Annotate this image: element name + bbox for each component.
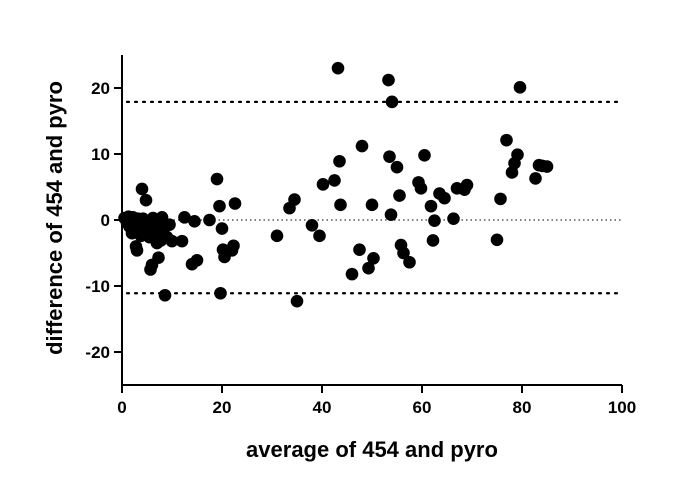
data-point <box>428 214 441 227</box>
data-point <box>460 178 474 192</box>
y-tick-label: 0 <box>101 211 110 230</box>
data-point <box>390 160 404 174</box>
data-point <box>214 286 227 300</box>
x-axis-title: average of 454 and pyro <box>246 437 498 462</box>
data-point <box>397 246 410 260</box>
data-point <box>139 193 153 207</box>
plot-area: 0 20 40 60 80 100 -20 -10 0 10 20 <box>85 55 636 417</box>
data-point <box>290 294 304 308</box>
data-point <box>227 239 240 253</box>
x-tick-label: 40 <box>313 398 332 417</box>
y-tick-label: 10 <box>91 145 110 164</box>
data-point <box>331 61 345 75</box>
data-point <box>513 81 527 94</box>
x-tick-label: 20 <box>213 398 232 417</box>
data-point <box>210 172 224 186</box>
data-point <box>383 150 396 163</box>
data-point <box>424 199 438 213</box>
data-point <box>215 222 229 235</box>
data-point <box>494 192 507 206</box>
data-point <box>288 193 301 206</box>
data-point <box>135 182 149 196</box>
data-point <box>203 213 216 227</box>
data-point <box>438 191 451 205</box>
data-point <box>345 267 359 281</box>
x-tick-label: 60 <box>413 398 432 417</box>
data-point <box>178 211 191 224</box>
x-tick-label: 80 <box>513 398 532 417</box>
data-point <box>353 243 366 256</box>
y-tick-label: 20 <box>91 79 110 98</box>
data-point <box>165 234 179 248</box>
data-point <box>447 212 460 225</box>
data-point <box>313 229 326 243</box>
reference-lines <box>124 100 622 295</box>
data-point <box>362 261 375 275</box>
data-point <box>385 95 399 109</box>
data-point <box>213 199 226 213</box>
x-tick-label: 100 <box>608 398 636 417</box>
data-point <box>163 218 176 231</box>
y-axis-ticks: -20 -10 0 10 20 <box>85 79 122 362</box>
data-point <box>270 229 284 243</box>
data-point <box>393 189 406 202</box>
x-tick-label: 0 <box>117 398 126 417</box>
data-point <box>529 172 542 185</box>
x-axis-ticks: 0 20 40 60 80 100 <box>117 385 636 417</box>
data-point <box>328 174 341 187</box>
data-point <box>384 208 398 222</box>
data-points <box>118 61 554 308</box>
data-point <box>188 215 201 228</box>
y-tick-label: -20 <box>85 343 110 362</box>
data-point <box>490 233 504 247</box>
data-point <box>190 253 204 267</box>
data-point <box>403 255 416 269</box>
y-tick-label: -10 <box>85 277 110 296</box>
data-point <box>540 160 554 173</box>
data-point <box>414 182 428 195</box>
data-point <box>305 218 319 232</box>
data-point <box>334 198 347 212</box>
y-axis-title: difference of 454 and pyro <box>42 81 67 355</box>
data-point <box>500 133 513 147</box>
data-point <box>130 244 144 257</box>
data-point <box>382 73 395 87</box>
data-point <box>365 198 379 212</box>
data-point <box>228 197 242 210</box>
data-point <box>426 234 440 247</box>
data-point <box>355 139 369 153</box>
data-point <box>333 154 346 168</box>
data-point <box>511 148 524 161</box>
data-point <box>152 251 165 264</box>
data-point <box>158 288 172 302</box>
data-point <box>175 234 189 248</box>
data-point <box>418 149 431 162</box>
data-point <box>316 178 330 191</box>
data-point <box>367 251 380 265</box>
